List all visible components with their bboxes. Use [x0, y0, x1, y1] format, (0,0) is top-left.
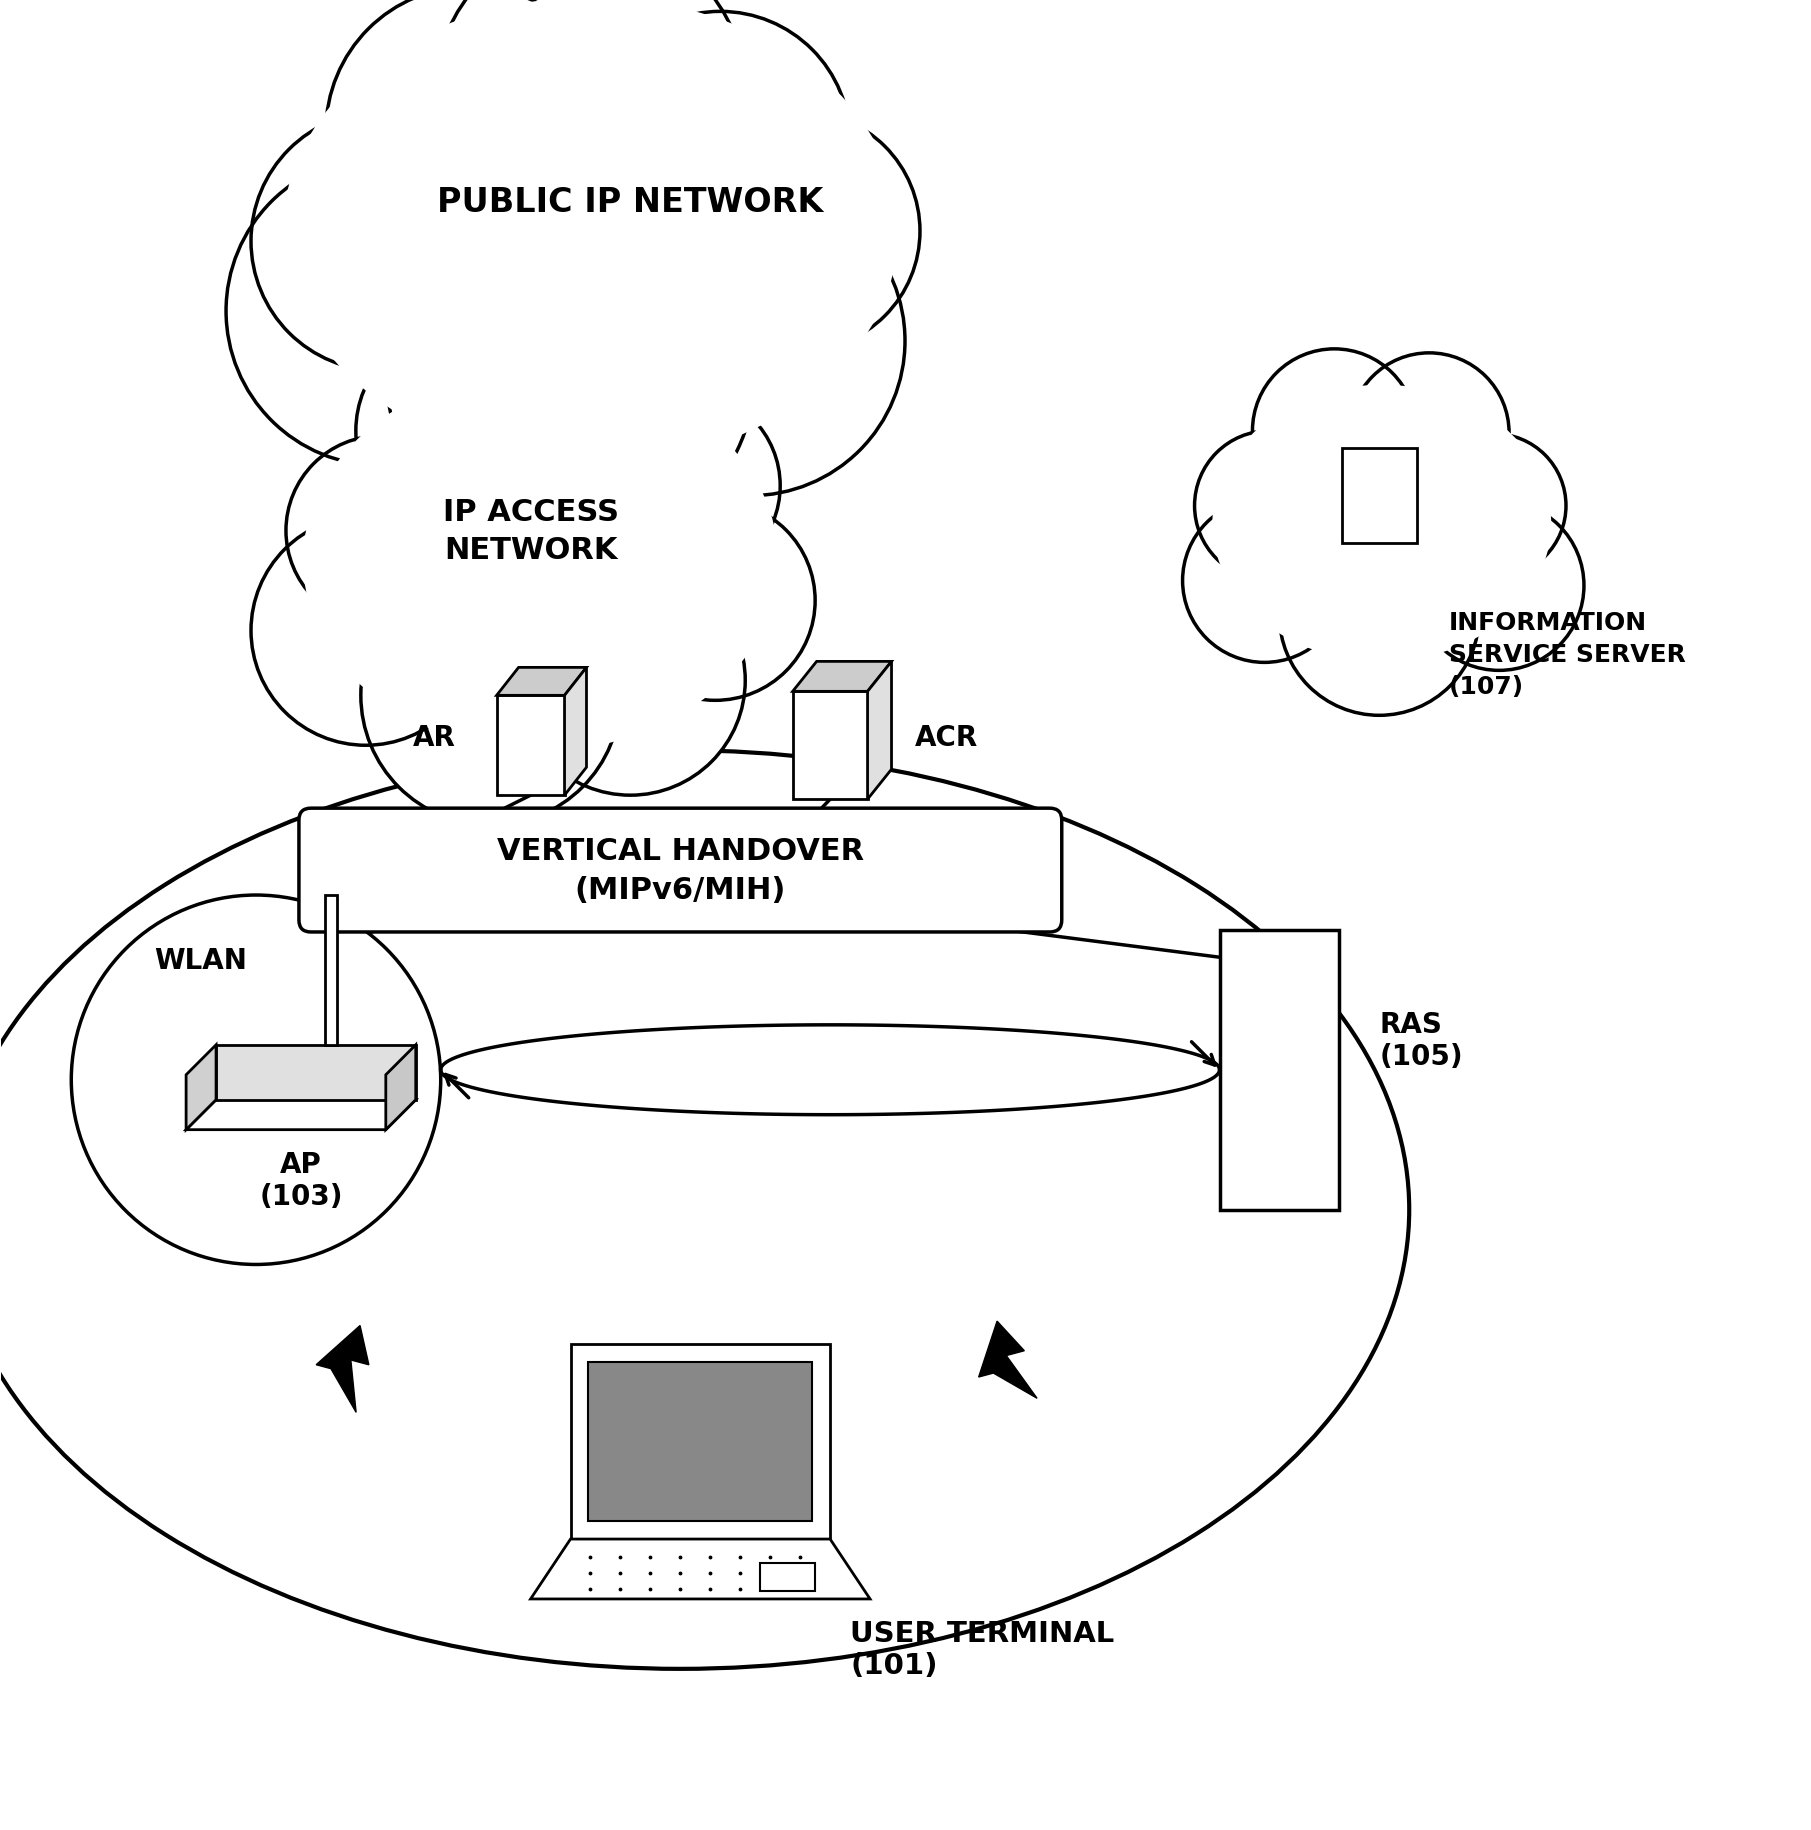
- Polygon shape: [793, 662, 891, 692]
- FancyBboxPatch shape: [793, 692, 867, 800]
- Text: USER TERMINAL
(101): USER TERMINAL (101): [849, 1620, 1114, 1680]
- Circle shape: [1183, 500, 1346, 662]
- Text: PUBLIC IP NETWORK: PUBLIC IP NETWORK: [436, 185, 824, 218]
- Ellipse shape: [1212, 386, 1552, 662]
- Circle shape: [590, 392, 781, 582]
- Text: AR: AR: [413, 725, 456, 752]
- Circle shape: [1414, 501, 1585, 672]
- Text: INFORMATION
SERVICE SERVER
(107): INFORMATION SERVICE SERVER (107): [1449, 611, 1686, 699]
- Polygon shape: [187, 1100, 417, 1131]
- Circle shape: [681, 112, 920, 351]
- Ellipse shape: [283, 0, 898, 465]
- Polygon shape: [324, 895, 337, 1045]
- FancyBboxPatch shape: [1219, 930, 1340, 1210]
- Text: ACR: ACR: [915, 725, 978, 752]
- Circle shape: [616, 501, 815, 701]
- Text: AP
(103): AP (103): [259, 1149, 342, 1210]
- Polygon shape: [531, 1539, 869, 1599]
- FancyBboxPatch shape: [299, 809, 1061, 933]
- Circle shape: [1195, 432, 1344, 582]
- FancyBboxPatch shape: [1342, 448, 1416, 544]
- Polygon shape: [386, 1045, 417, 1131]
- FancyBboxPatch shape: [589, 1363, 811, 1521]
- Ellipse shape: [0, 750, 1409, 1669]
- Circle shape: [355, 328, 565, 536]
- Circle shape: [596, 187, 906, 496]
- Circle shape: [1422, 434, 1567, 578]
- Polygon shape: [317, 1325, 369, 1413]
- Text: WLAN: WLAN: [154, 946, 248, 974]
- Circle shape: [326, 0, 616, 276]
- Circle shape: [386, 187, 755, 556]
- Polygon shape: [216, 1045, 417, 1100]
- Circle shape: [1279, 516, 1480, 716]
- Circle shape: [436, 0, 746, 247]
- Polygon shape: [867, 662, 891, 800]
- Polygon shape: [187, 1045, 216, 1131]
- Polygon shape: [978, 1321, 1038, 1398]
- Circle shape: [71, 895, 440, 1265]
- Polygon shape: [565, 668, 587, 796]
- FancyBboxPatch shape: [761, 1563, 815, 1590]
- Polygon shape: [496, 668, 587, 695]
- Circle shape: [226, 157, 536, 467]
- Circle shape: [252, 112, 511, 371]
- FancyBboxPatch shape: [570, 1345, 829, 1539]
- Text: IP ACCESS
NETWORK: IP ACCESS NETWORK: [442, 498, 619, 565]
- Circle shape: [1349, 353, 1509, 514]
- Ellipse shape: [302, 371, 779, 752]
- Circle shape: [516, 565, 746, 796]
- Circle shape: [1253, 350, 1416, 514]
- Text: RAS
(105): RAS (105): [1380, 1010, 1463, 1071]
- Circle shape: [590, 13, 849, 273]
- Circle shape: [360, 565, 621, 825]
- FancyBboxPatch shape: [496, 695, 565, 796]
- Text: VERTICAL HANDOVER
(MIPv6/MIH): VERTICAL HANDOVER (MIPv6/MIH): [496, 836, 864, 904]
- Circle shape: [252, 516, 480, 747]
- Circle shape: [286, 437, 476, 626]
- Circle shape: [476, 322, 685, 531]
